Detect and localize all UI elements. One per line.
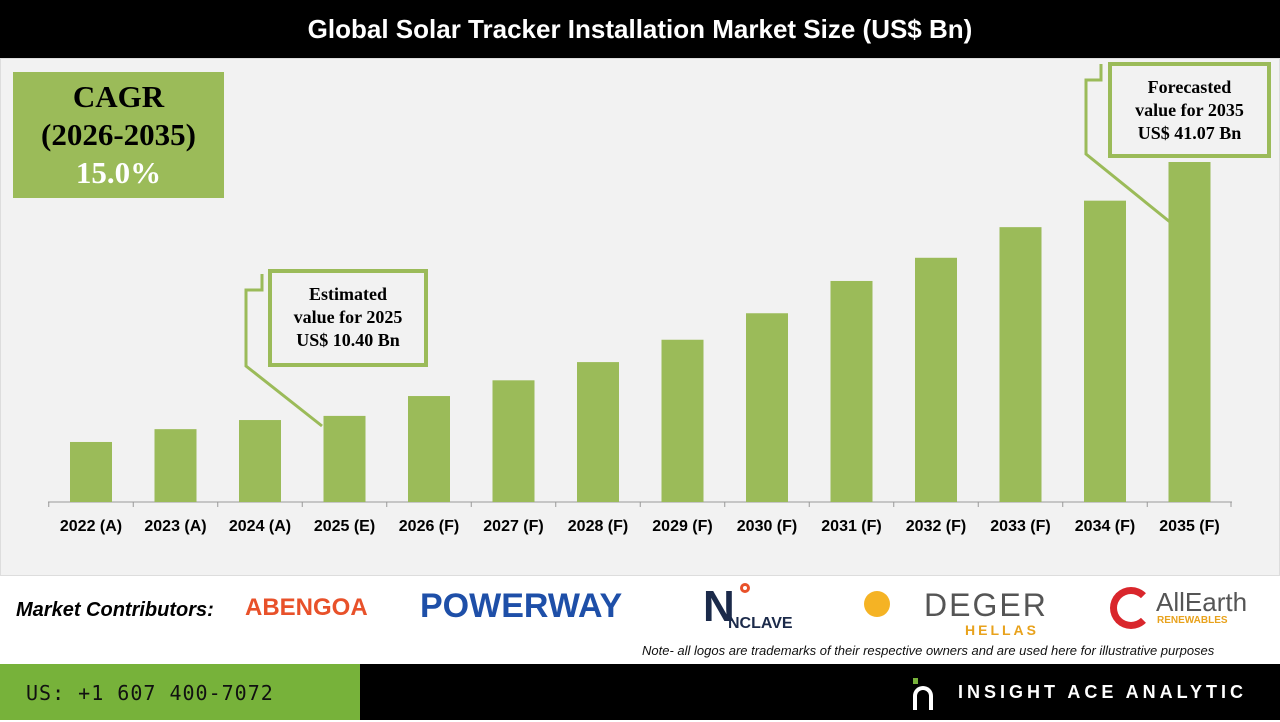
x-tick-label: 2028 (F) <box>568 518 628 535</box>
callout-text: value for 2035 <box>1135 100 1244 120</box>
phone-number[interactable]: US: +1 607 400-7072 <box>0 664 360 720</box>
x-tick-label: 2034 (F) <box>1075 518 1135 535</box>
bar <box>70 441 112 502</box>
logo-nclave-mark: N <box>703 582 735 631</box>
logo-nclave: NCLAVE <box>728 615 793 632</box>
contributors-strip: Market Contributors: ABENGOA POWERWAY N … <box>0 577 1280 664</box>
bar-chart: 2022 (A) 2023 (A) 2024 (A) 2025 (E) 2026 (F)… <box>48 64 1232 535</box>
bar <box>830 280 873 502</box>
callout-text: US$ 10.40 Bn <box>296 330 400 350</box>
cagr-label: CAGR <box>72 79 165 114</box>
logo-hellas: HELLAS <box>965 622 1039 638</box>
bar <box>999 227 1042 503</box>
brand-logo-icon <box>913 678 933 710</box>
x-tick-label: 2030 (F) <box>737 518 797 535</box>
bar <box>1168 162 1211 502</box>
x-tick-label: 2031 (F) <box>821 518 881 535</box>
x-tick-label: 2023 (A) <box>144 518 206 535</box>
x-tick-label: 2032 (F) <box>906 518 966 535</box>
bar <box>661 339 704 502</box>
x-tick-label: 2026 (F) <box>399 518 459 535</box>
forecast-callout: Forecasted value for 2035 US$ 41.07 Bn <box>1108 62 1271 158</box>
x-tick-label: 2022 (A) <box>60 518 122 535</box>
bar <box>154 429 197 502</box>
cagr-period: (2026-2035) <box>41 117 196 152</box>
logo-renewables: RENEWABLES <box>1157 615 1228 626</box>
bar <box>746 313 788 502</box>
x-tick-label: 2029 (F) <box>652 518 712 535</box>
callout-text: Estimated <box>309 284 387 304</box>
x-tick-label: 2025 (E) <box>314 518 375 535</box>
footer-bar <box>360 664 1280 720</box>
x-tick-label: 2024 (A) <box>229 518 291 535</box>
bar <box>915 257 957 502</box>
bar <box>239 420 281 502</box>
bar <box>1084 200 1126 502</box>
trademark-note: Note- all logos are trademarks of their … <box>642 643 1215 658</box>
sun-icon <box>864 591 890 617</box>
callout-text: Forecasted <box>1147 77 1232 97</box>
x-tick-label: 2033 (F) <box>990 518 1050 535</box>
bar <box>577 362 619 502</box>
bar <box>492 380 535 502</box>
chart-title: Global Solar Tracker Installation Market… <box>0 0 1280 58</box>
callout-text: value for 2025 <box>293 307 403 327</box>
callout-leader <box>244 274 323 428</box>
logo-powerway: POWERWAY <box>420 587 623 625</box>
logo-abengoa: ABENGOA <box>245 594 368 621</box>
callout-text: US$ 41.07 Bn <box>1137 123 1242 143</box>
logo-nclave-circle <box>740 583 750 593</box>
cagr-box: CAGR (2026-2035) 15.0% <box>13 72 224 198</box>
contributors-label: Market Contributors: <box>16 599 214 621</box>
x-tick-label: 2027 (F) <box>483 518 543 535</box>
logo-allearth-mark <box>1110 587 1152 629</box>
bar <box>408 396 450 502</box>
logo-allearth: AllEarth <box>1156 587 1248 617</box>
estimated-callout: Estimated value for 2025 US$ 10.40 Bn <box>268 269 428 367</box>
logo-deger: DEGER <box>924 587 1048 623</box>
brand-name: INSIGHT ACE ANALYTIC <box>958 682 1248 702</box>
callout-leader <box>1084 64 1171 224</box>
bar <box>323 415 366 502</box>
cagr-value: 15.0% <box>75 155 162 190</box>
x-tick-label: 2035 (F) <box>1159 518 1219 535</box>
